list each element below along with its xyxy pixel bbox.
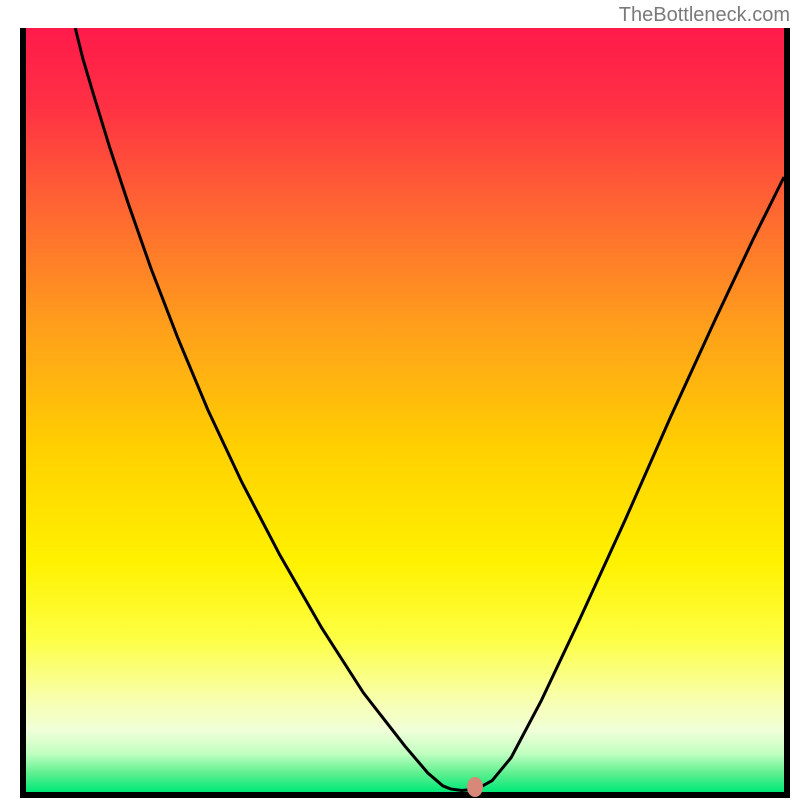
optimum-marker [467,777,483,797]
bottleneck-curve [26,28,784,792]
chart-plot-area [20,28,790,798]
chart-container: TheBottleneck.com [0,0,800,800]
watermark-text: TheBottleneck.com [619,4,790,27]
